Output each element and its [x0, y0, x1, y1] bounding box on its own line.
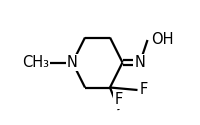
- Text: F: F: [115, 92, 123, 108]
- Text: CH₃: CH₃: [22, 55, 49, 70]
- Text: N: N: [67, 55, 78, 70]
- Text: N: N: [135, 55, 145, 70]
- Text: F: F: [140, 82, 148, 98]
- Text: OH: OH: [151, 32, 174, 48]
